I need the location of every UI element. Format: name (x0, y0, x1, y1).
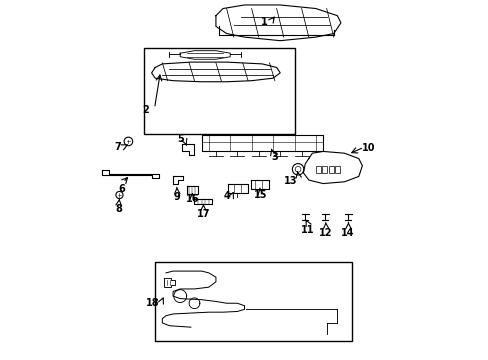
Text: 4: 4 (223, 191, 230, 201)
Text: 18: 18 (145, 298, 159, 308)
Text: 14: 14 (341, 228, 354, 238)
Bar (322, 166, 326, 173)
Text: 13: 13 (284, 176, 297, 186)
Text: 17: 17 (196, 208, 210, 219)
Text: 12: 12 (319, 228, 332, 238)
Text: 11: 11 (301, 225, 314, 235)
Bar (155, 262, 351, 341)
Text: 16: 16 (185, 194, 199, 204)
Text: 6: 6 (118, 184, 124, 194)
Text: 1: 1 (261, 17, 267, 27)
Text: 9: 9 (173, 192, 180, 202)
Text: 8: 8 (115, 204, 122, 214)
Bar (335, 166, 340, 173)
Bar (328, 166, 333, 173)
Text: 7: 7 (114, 142, 121, 152)
Text: 5: 5 (177, 134, 183, 144)
Text: 2: 2 (142, 105, 148, 115)
Text: 3: 3 (271, 153, 278, 162)
Bar (315, 166, 320, 173)
Text: 15: 15 (253, 190, 267, 200)
Text: 10: 10 (362, 143, 375, 153)
Bar (144, 48, 294, 134)
